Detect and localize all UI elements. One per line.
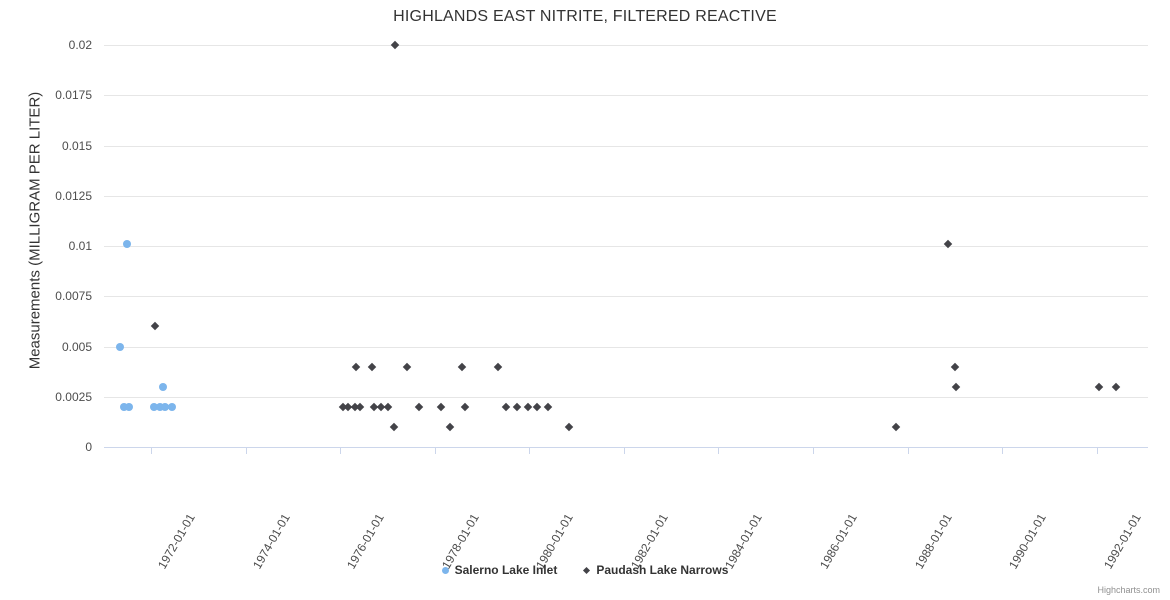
data-point[interactable] [351, 362, 361, 371]
x-axis-tick-label: 1974-01-01 [250, 458, 324, 571]
data-point[interactable] [437, 402, 446, 412]
legend-item[interactable]: Paudash Lake Narrows [583, 563, 728, 577]
y-axis-tick-label: 0.0175 [55, 88, 92, 103]
data-point[interactable] [383, 402, 392, 412]
legend-item[interactable]: Salerno Lake Inlet [441, 563, 558, 577]
chart-legend: Salerno Lake Inlet Paudash Lake Narrows [0, 563, 1170, 577]
x-axis-tick-label: 1982-01-01 [628, 458, 702, 571]
plot-area [104, 40, 1148, 448]
y-axis-tick-label: 0 [85, 440, 92, 454]
x-axis-tick-label: 1990-01-01 [1006, 458, 1080, 571]
data-point[interactable] [532, 402, 542, 412]
data-point[interactable] [119, 402, 128, 411]
data-point[interactable] [123, 239, 132, 248]
gridline [104, 246, 1148, 247]
x-axis-tick-mark [907, 447, 909, 454]
data-point[interactable] [367, 362, 377, 371]
data-point[interactable] [891, 422, 900, 432]
x-axis-tick-label: 1992-01-01 [1101, 458, 1170, 571]
x-axis-tick-mark [1096, 447, 1098, 454]
x-axis-tick-label: 1978-01-01 [439, 458, 513, 571]
data-point[interactable] [414, 402, 424, 412]
data-point[interactable] [156, 402, 165, 411]
data-point[interactable] [523, 402, 533, 412]
x-axis-tick-label: 1984-01-01 [722, 458, 796, 571]
x-axis-line [104, 447, 1148, 448]
gridline [104, 346, 1148, 348]
data-point[interactable] [1094, 382, 1104, 391]
x-axis-tick-mark [718, 447, 720, 454]
data-point[interactable] [513, 402, 522, 412]
x-axis-tick-label: 1980-01-01 [533, 458, 607, 571]
data-point[interactable] [402, 362, 412, 371]
highcharts-credits[interactable]: Highcharts.com [1097, 585, 1160, 595]
gridline [104, 296, 1148, 298]
legend-item-label: Salerno Lake Inlet [454, 563, 558, 577]
data-point[interactable] [389, 422, 399, 432]
x-axis-tick-label: 1986-01-01 [817, 458, 891, 571]
data-point[interactable] [501, 402, 510, 412]
diamond-marker-icon [583, 566, 591, 574]
y-axis-tick-label: 0.02 [68, 38, 92, 52]
y-axis-tick-label: 0.01 [68, 239, 92, 253]
data-point[interactable] [125, 402, 134, 411]
x-axis-tick-mark [1002, 447, 1004, 454]
data-point[interactable] [458, 362, 467, 371]
x-axis-tick-label: 1976-01-01 [344, 458, 418, 571]
chart-title: HIGHLANDS EAST NITRITE, FILTERED REACTIV… [393, 8, 777, 25]
x-axis-tick-label: 1972-01-01 [155, 458, 229, 571]
y-axis-tick-label: 0.0075 [55, 289, 92, 304]
y-axis-tick-label: 0.0125 [55, 188, 92, 203]
x-axis-tick-mark [340, 447, 342, 454]
circle-marker-icon [441, 566, 449, 574]
data-point[interactable] [564, 422, 574, 432]
data-point[interactable] [543, 402, 552, 412]
gridline [104, 145, 1148, 147]
data-point[interactable] [493, 362, 502, 371]
y-axis-tick-label: 0.0025 [55, 389, 92, 404]
x-axis-tick-mark [529, 447, 531, 454]
data-point[interactable] [149, 402, 158, 411]
data-point[interactable] [446, 422, 455, 432]
x-axis-tick-mark [434, 447, 436, 454]
x-axis-tick-mark [151, 447, 153, 454]
data-point[interactable] [950, 362, 960, 371]
data-point[interactable] [355, 402, 365, 412]
data-point[interactable] [168, 402, 177, 411]
gridline [104, 45, 1148, 46]
data-point[interactable] [951, 382, 961, 391]
data-point[interactable] [460, 402, 470, 412]
x-axis-tick-label: 1988-01-01 [912, 458, 985, 571]
gridline [104, 195, 1148, 197]
x-axis-tick-mark [623, 447, 625, 454]
legend-item-label: Paudash Lake Narrows [596, 563, 729, 577]
y-axis-tick-label: 0.005 [61, 339, 92, 354]
data-point[interactable] [115, 342, 124, 351]
data-point[interactable] [150, 322, 160, 331]
data-point[interactable] [161, 402, 170, 411]
data-point[interactable] [159, 382, 167, 391]
gridline [104, 396, 1148, 398]
x-axis-tick-mark [813, 447, 815, 454]
data-point[interactable] [1112, 382, 1121, 391]
y-axis-tick-label: 0.015 [61, 138, 92, 153]
x-axis-tick-mark [245, 447, 247, 454]
gridline [104, 95, 1148, 97]
data-point[interactable] [391, 40, 400, 50]
